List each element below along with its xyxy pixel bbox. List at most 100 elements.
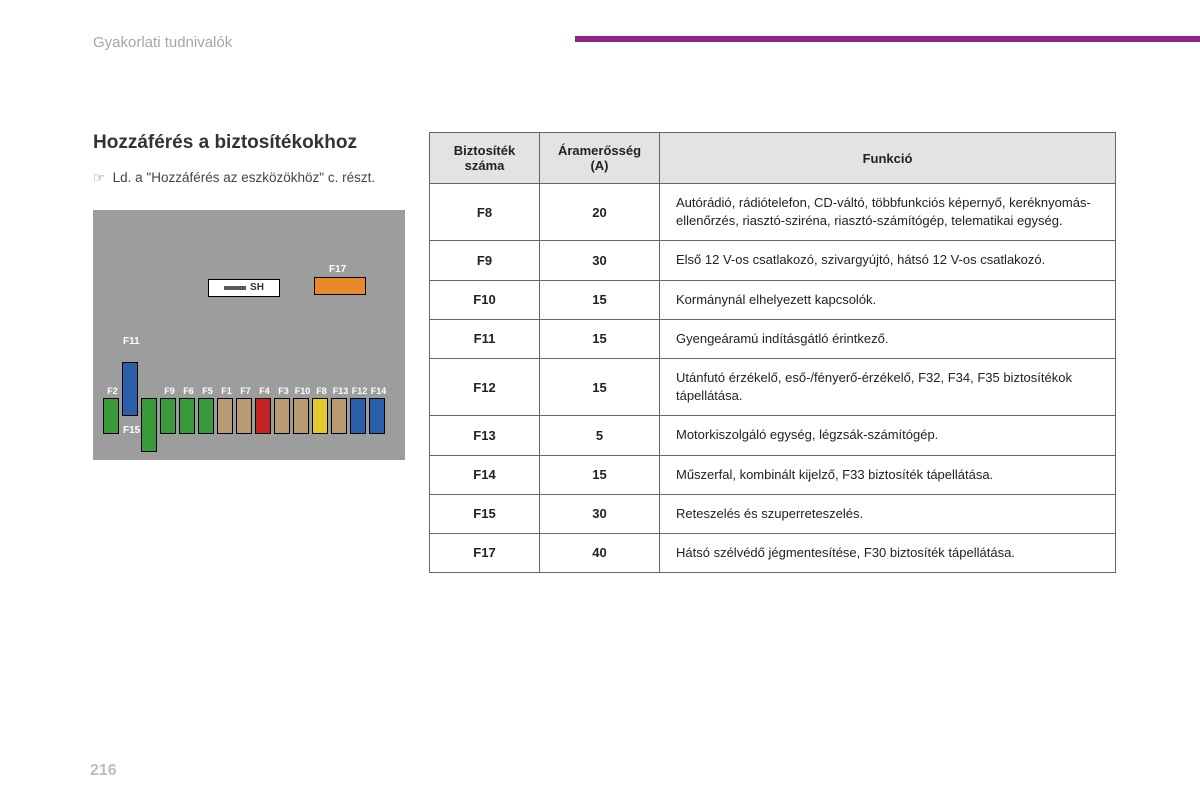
cell-num: F11 <box>430 319 540 358</box>
cell-func: Műszerfal, kombinált kijelző, F33 biztos… <box>660 455 1116 494</box>
cell-num: F9 <box>430 241 540 280</box>
table-row: F1415Műszerfal, kombinált kijelző, F33 b… <box>430 455 1116 494</box>
fuse-f9: F9 <box>160 386 179 434</box>
page-number: 216 <box>90 762 117 780</box>
fuse-label: F4 <box>259 386 270 396</box>
table-row: F1115Gyengeáramú indításgátló érintkező. <box>430 319 1116 358</box>
sh-box: SH <box>208 279 280 297</box>
hand-icon: ☞ <box>93 168 105 188</box>
cell-func: Utánfutó érzékelő, eső-/fényerő-érzékelő… <box>660 358 1116 415</box>
content: Hozzáférés a biztosítékokhoz ☞ Ld. a "Ho… <box>93 132 1116 573</box>
cell-amp: 20 <box>540 184 660 241</box>
fuse-label: F7 <box>240 386 251 396</box>
fuse-f5: F5 <box>198 386 217 434</box>
fuse-row: F2F11F15F9F6F5F1F7F4F3F10F8F13F12F14 <box>103 368 388 434</box>
fuse-box <box>236 398 252 434</box>
f11-label: F11 <box>123 336 140 347</box>
cell-amp: 15 <box>540 455 660 494</box>
fuse-box <box>179 398 195 434</box>
table-row: F1740Hátsó szélvédő jégmentesítése, F30 … <box>430 533 1116 572</box>
fuse-box <box>198 398 214 434</box>
note: ☞ Ld. a "Hozzáférés az eszközökhöz" c. r… <box>93 168 405 188</box>
cell-num: F14 <box>430 455 540 494</box>
right-column: Biztosíték száma Áramerősség (A) Funkció… <box>429 132 1116 573</box>
accent-bar <box>575 36 1200 42</box>
cell-func: Motorkiszolgáló egység, légzsák-számítóg… <box>660 416 1116 455</box>
table-row: F1530Reteszelés és szuperreteszelés. <box>430 494 1116 533</box>
fuse-label: F5 <box>202 386 213 396</box>
cell-num: F17 <box>430 533 540 572</box>
fuse-f15: F15 <box>141 368 160 434</box>
fuse-label: F13 <box>333 386 349 396</box>
table-row: F1215Utánfutó érzékelő, eső-/fényerő-érz… <box>430 358 1116 415</box>
fuse-f14: F14 <box>369 386 388 434</box>
header-num: Biztosíték száma <box>430 133 540 184</box>
table-row: F1015Kormánynál elhelyezett kapcsolók. <box>430 280 1116 319</box>
cell-num: F8 <box>430 184 540 241</box>
fuse-label: F1 <box>221 386 232 396</box>
fuse-box <box>274 398 290 434</box>
cell-func: Hátsó szélvédő jégmentesítése, F30 bizto… <box>660 533 1116 572</box>
fuse-table: Biztosíték száma Áramerősség (A) Funkció… <box>429 132 1116 573</box>
cell-num: F15 <box>430 494 540 533</box>
cell-func: Gyengeáramú indításgátló érintkező. <box>660 319 1116 358</box>
cell-amp: 5 <box>540 416 660 455</box>
sh-bar <box>224 286 246 290</box>
fuse-label: F2 <box>107 386 118 396</box>
fuse-box <box>293 398 309 434</box>
section-label: Gyakorlati tudnivalók <box>93 34 232 51</box>
fuse-f6: F6 <box>179 386 198 434</box>
fuse-f7: F7 <box>236 386 255 434</box>
fuse-f3: F3 <box>274 386 293 434</box>
cell-amp: 15 <box>540 280 660 319</box>
cell-func: Kormánynál elhelyezett kapcsolók. <box>660 280 1116 319</box>
header-func: Funkció <box>660 133 1116 184</box>
fuse-box <box>312 398 328 434</box>
cell-amp: 30 <box>540 494 660 533</box>
table-body: F820Autórádió, rádiótelefon, CD-váltó, t… <box>430 184 1116 573</box>
note-text: Ld. a "Hozzáférés az eszközökhöz" c. rés… <box>113 168 375 188</box>
f15-label: F15 <box>123 425 140 436</box>
cell-num: F13 <box>430 416 540 455</box>
table-header-row: Biztosíték száma Áramerősség (A) Funkció <box>430 133 1116 184</box>
cell-num: F12 <box>430 358 540 415</box>
table-row: F930Első 12 V-os csatlakozó, szivargyújt… <box>430 241 1116 280</box>
cell-amp: 15 <box>540 358 660 415</box>
fuse-f10: F10 <box>293 386 312 434</box>
fuse-f1: F1 <box>217 386 236 434</box>
cell-func: Autórádió, rádiótelefon, CD-váltó, többf… <box>660 184 1116 241</box>
fuse-f13: F13 <box>331 386 350 434</box>
cell-func: Reteszelés és szuperreteszelés. <box>660 494 1116 533</box>
fuse-f12: F12 <box>350 386 369 434</box>
cell-func: Első 12 V-os csatlakozó, szivargyújtó, h… <box>660 241 1116 280</box>
f17-fuse <box>314 277 366 295</box>
fuse-label: F8 <box>316 386 327 396</box>
fuse-label: F12 <box>352 386 368 396</box>
cell-amp: 15 <box>540 319 660 358</box>
header-amp: Áramerősség (A) <box>540 133 660 184</box>
fuse-f2: F2 <box>103 386 122 434</box>
table-row: F135Motorkiszolgáló egység, légzsák-szám… <box>430 416 1116 455</box>
fuse-f4: F4 <box>255 386 274 434</box>
fuse-label: F14 <box>371 386 387 396</box>
fuse-box <box>217 398 233 434</box>
sh-label: SH <box>250 282 264 293</box>
fuse-label: F6 <box>183 386 194 396</box>
fuse-box <box>350 398 366 434</box>
table-row: F820Autórádió, rádiótelefon, CD-váltó, t… <box>430 184 1116 241</box>
fuse-label: F9 <box>164 386 175 396</box>
fuse-box <box>255 398 271 434</box>
fuse-box <box>331 398 347 434</box>
f17-label: F17 <box>329 264 346 275</box>
cell-num: F10 <box>430 280 540 319</box>
fuse-label: F3 <box>278 386 289 396</box>
fuse-diagram: SH F17 F11 F2F11F15F9F6F5F1F7F4F3F10F8F1… <box>93 210 405 460</box>
fuse-box <box>369 398 385 434</box>
left-column: Hozzáférés a biztosítékokhoz ☞ Ld. a "Ho… <box>93 132 405 573</box>
cell-amp: 30 <box>540 241 660 280</box>
fuse-label: F10 <box>295 386 311 396</box>
fuse-box <box>160 398 176 434</box>
fuse-box <box>122 362 138 416</box>
cell-amp: 40 <box>540 533 660 572</box>
page-title: Hozzáférés a biztosítékokhoz <box>93 132 405 154</box>
